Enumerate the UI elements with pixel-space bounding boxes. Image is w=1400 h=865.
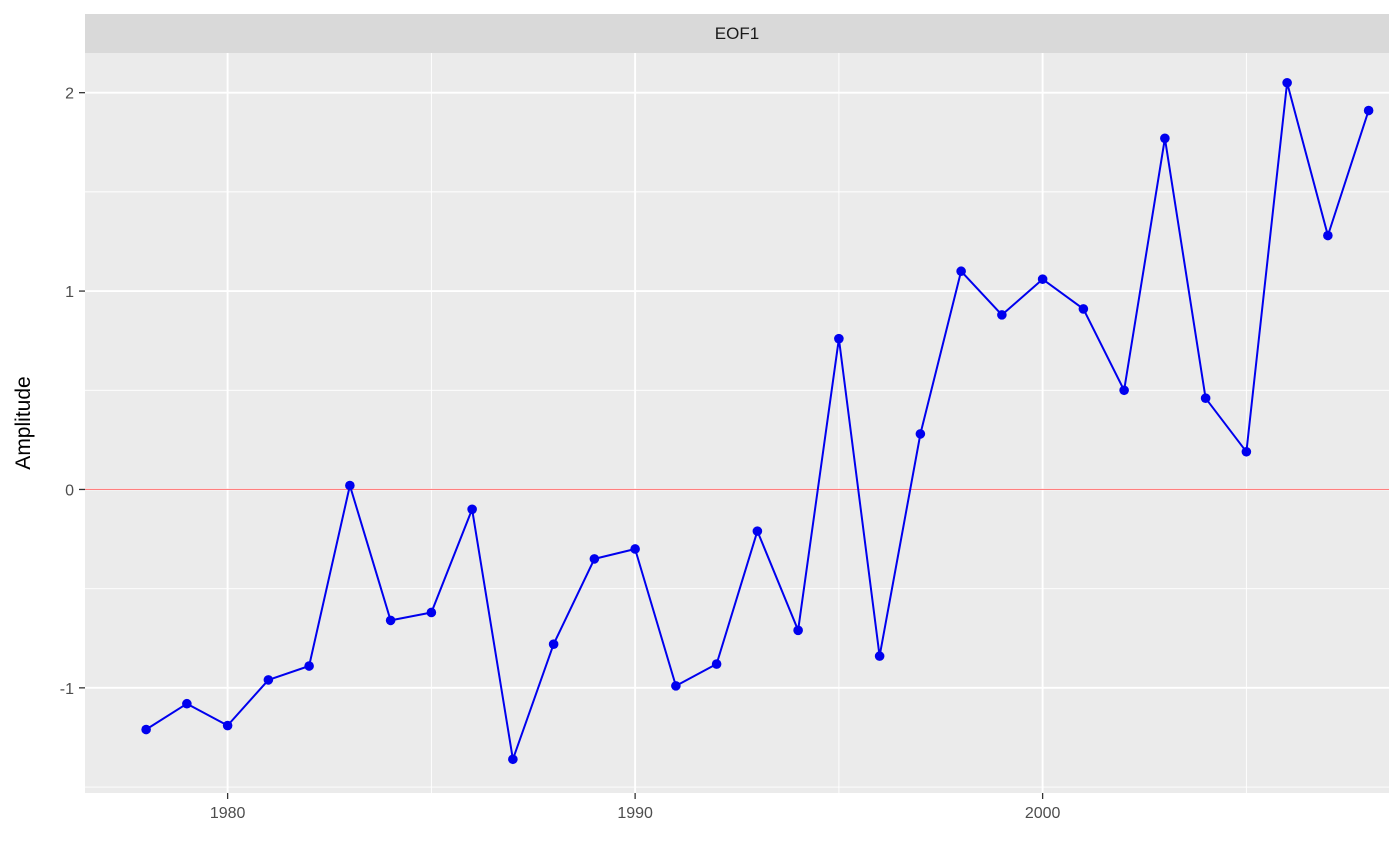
data-point: [1282, 77, 1292, 88]
data-point: [141, 724, 151, 735]
minor-gridlines: [85, 53, 1389, 793]
data-point: [630, 544, 640, 554]
y-tick-label: 0: [65, 482, 74, 499]
data-points: [141, 77, 1374, 765]
x-tick-label: 2000: [1025, 805, 1061, 822]
x-tick-label: 1980: [210, 805, 246, 822]
data-point: [222, 720, 233, 731]
data-point: [589, 554, 600, 564]
data-point: [956, 266, 966, 277]
panel-title: EOF1: [715, 24, 759, 43]
data-point: [1241, 446, 1252, 457]
y-tick-label: 1: [65, 284, 74, 301]
data-point: [997, 310, 1007, 320]
data-point: [182, 698, 192, 709]
x-axis: 1980 1990 2000: [210, 793, 1061, 822]
plot-panel: [85, 53, 1389, 793]
data-point: [1200, 393, 1211, 404]
strip-background: [85, 14, 1389, 53]
data-point: [915, 429, 926, 439]
data-point: [1078, 304, 1089, 314]
data-point: [1363, 105, 1374, 116]
data-point: [752, 526, 763, 536]
data-point: [385, 615, 396, 626]
data-point: [467, 504, 477, 515]
data-point: [834, 333, 844, 344]
y-tick-label: 2: [65, 86, 74, 103]
data-point: [671, 681, 681, 691]
data-point: [1160, 133, 1170, 144]
data-point: [263, 675, 274, 685]
data-point: [548, 639, 559, 650]
x-tick-label: 1990: [617, 805, 653, 822]
data-point: [426, 607, 437, 618]
y-axis-title: Amplitude: [12, 376, 35, 469]
data-point: [874, 651, 885, 661]
data-point: [1037, 274, 1048, 284]
data-point: [1323, 230, 1333, 241]
data-point: [304, 661, 314, 671]
data-point: [711, 659, 722, 669]
data-point: [345, 480, 355, 491]
y-axis: -1 0 1 2: [60, 86, 85, 698]
data-point: [793, 625, 803, 636]
y-tick-label: -1: [60, 681, 74, 698]
data-point: [508, 754, 518, 765]
data-point: [1119, 385, 1129, 396]
